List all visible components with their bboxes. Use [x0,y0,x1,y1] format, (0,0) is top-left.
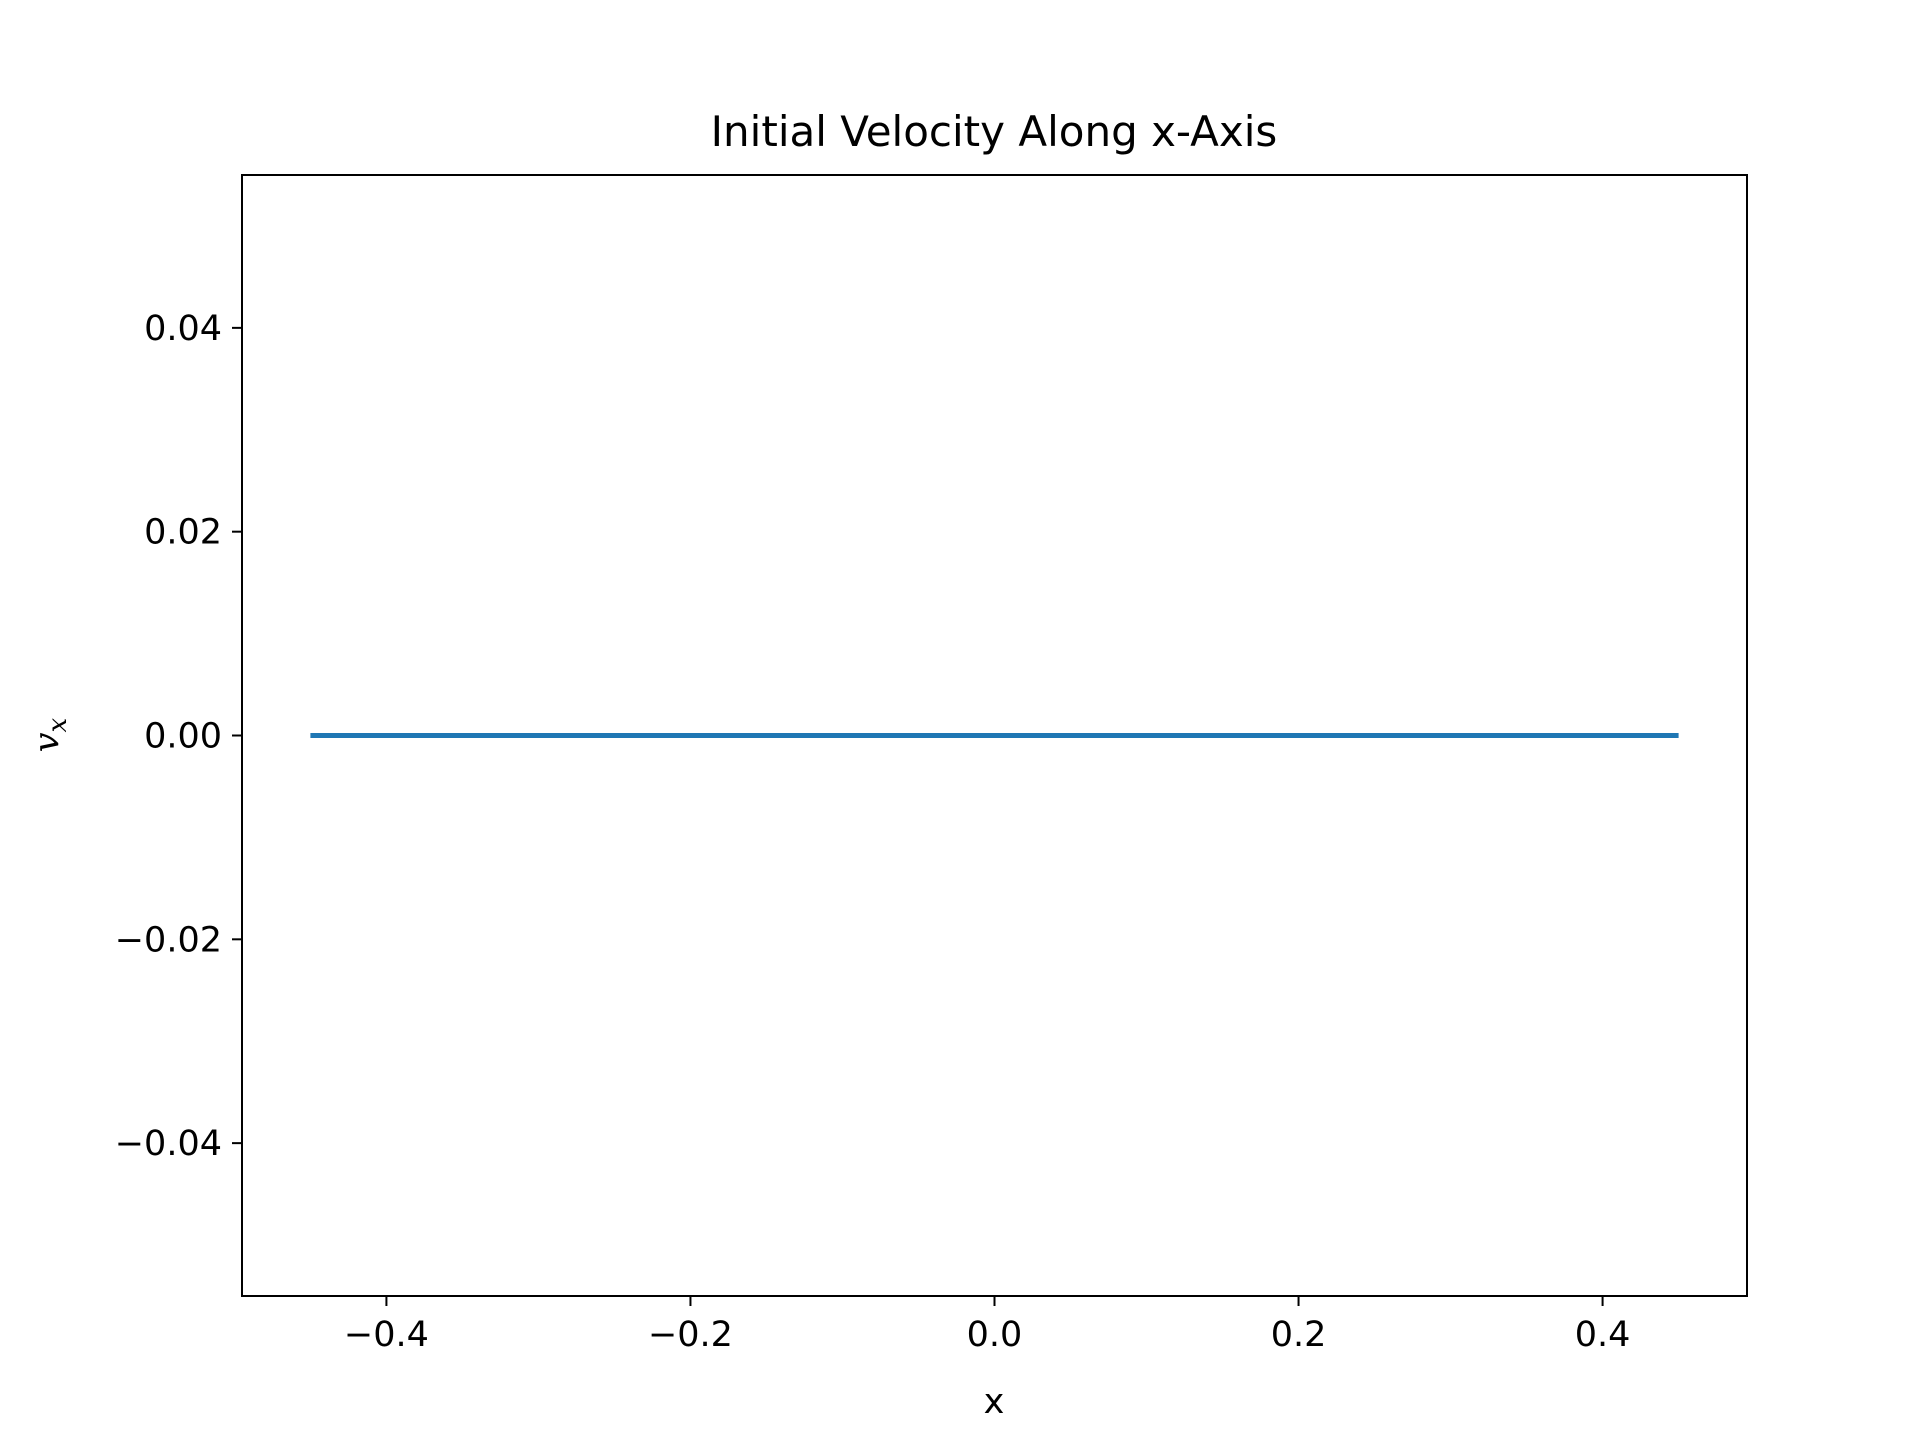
x-tick-label: −0.4 [344,1315,429,1355]
y-tick-label: −0.02 [115,920,222,960]
y-axis-label: vx [27,717,73,752]
y-axis-ticks: −0.04 −0.02 0.00 0.02 0.04 [115,309,242,1164]
y-axis-label-main: v [27,732,67,752]
x-axis-label: x [984,1382,1005,1422]
y-tick-label: 0.04 [144,309,222,349]
x-tick-label: 0.0 [967,1315,1023,1355]
x-tick-label: 0.4 [1575,1315,1631,1355]
x-tick-label: 0.2 [1271,1315,1327,1355]
y-tick-label: 0.00 [144,717,222,757]
x-axis-ticks: −0.4 −0.2 0.0 0.2 0.4 [344,1296,1630,1355]
x-tick-label: −0.2 [648,1315,733,1355]
chart-title: Initial Velocity Along x-Axis [711,107,1278,156]
y-tick-label: 0.02 [144,513,222,553]
y-tick-label: −0.04 [115,1124,222,1164]
y-axis-label-subscript: x [43,717,73,732]
